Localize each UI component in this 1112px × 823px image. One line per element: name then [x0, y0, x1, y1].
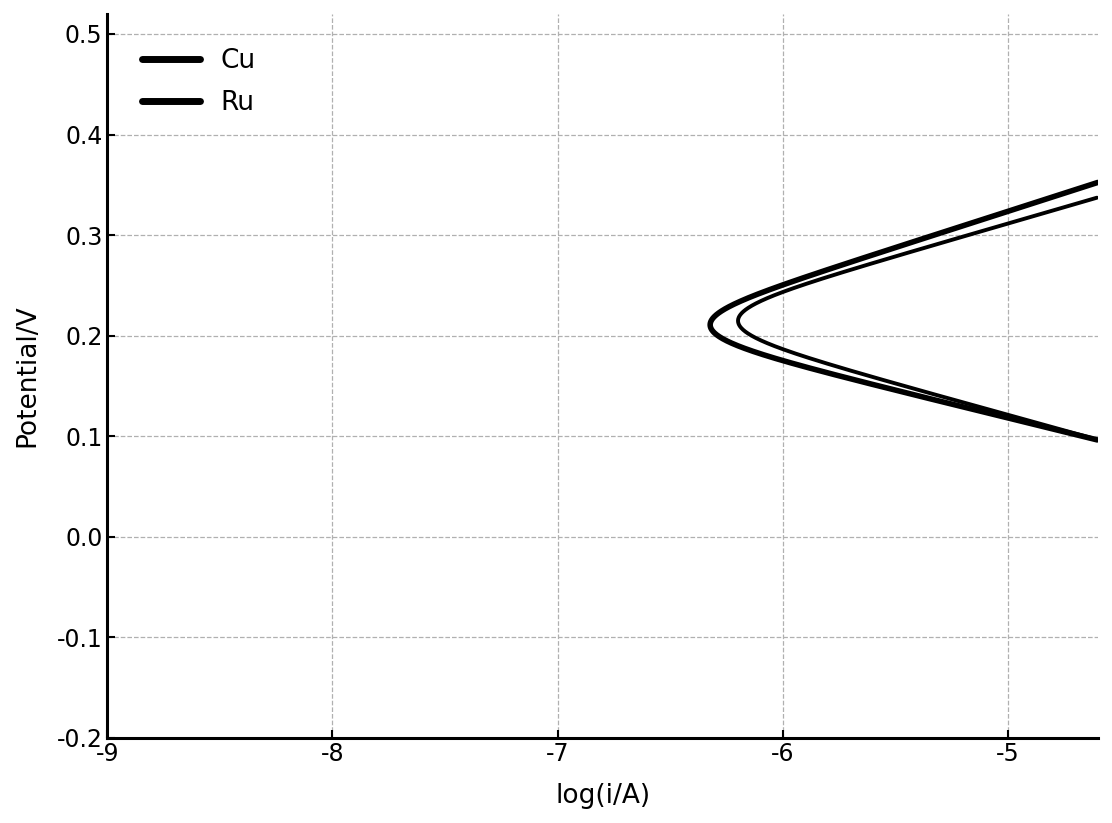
- X-axis label: log(i/A): log(i/A): [555, 783, 651, 809]
- Ru: [1091, 435, 1104, 444]
- Ru: [996, 220, 1010, 230]
- Ru: [820, 358, 833, 368]
- Legend: Cu, Ru: Cu, Ru: [120, 27, 277, 137]
- Cu: [1091, 435, 1104, 445]
- Cu: [852, 376, 865, 386]
- Line: Ru: Ru: [738, 198, 1098, 439]
- Cu: [862, 251, 875, 261]
- Cu: [1091, 178, 1104, 188]
- Line: Cu: Cu: [711, 183, 1098, 440]
- Cu: [980, 213, 993, 223]
- Cu: [722, 302, 735, 312]
- Ru: [1030, 418, 1043, 428]
- Ru: [1042, 421, 1055, 431]
- Cu: [1072, 184, 1085, 193]
- Ru: [912, 385, 925, 395]
- Cu: [737, 343, 751, 353]
- Ru: [937, 393, 951, 402]
- Ru: [1090, 193, 1103, 202]
- Y-axis label: Potential/V: Potential/V: [13, 305, 40, 447]
